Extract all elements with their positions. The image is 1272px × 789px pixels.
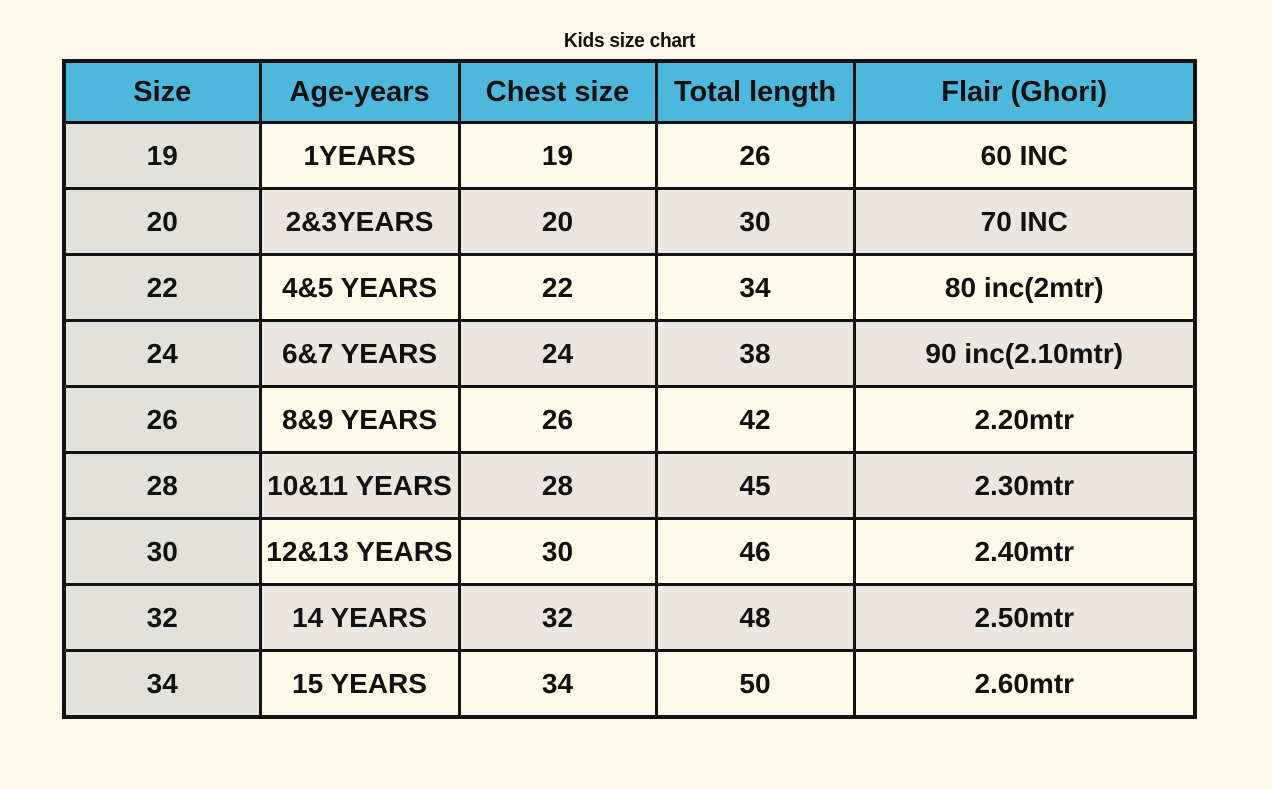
table-cell: 80 inc(2mtr)	[852, 253, 1197, 322]
header-chest-size: Chest size	[457, 59, 658, 124]
table-cell: 60 INC	[852, 121, 1197, 190]
table-row: 22 4&5 YEARS 22 34 80 inc(2mtr)	[62, 253, 1197, 322]
table-cell: 19	[457, 121, 658, 190]
header-age-years: Age-years	[258, 59, 461, 124]
table-body: 19 1YEARS 19 26 60 INC 20 2&3YEARS 20 30 70 INC 22…	[62, 121, 1197, 719]
table-cell: 2.50mtr	[852, 583, 1197, 652]
header-size: Size	[62, 59, 262, 124]
table-cell: 8&9 YEARS	[258, 385, 461, 454]
kids-size-chart-table: Size Age-years Chest size Total length F…	[62, 59, 1197, 719]
table-cell: 2.30mtr	[852, 451, 1197, 520]
table-cell: 26	[654, 121, 856, 190]
table-cell: 32	[457, 583, 658, 652]
table-cell: 26	[62, 385, 262, 454]
table-cell: 28	[62, 451, 262, 520]
table-cell: 2&3YEARS	[258, 187, 461, 256]
table-cell: 42	[654, 385, 856, 454]
table-cell: 38	[654, 319, 856, 388]
header-flair-ghori: Flair (Ghori)	[852, 59, 1197, 124]
table-cell: 24	[457, 319, 658, 388]
table-cell: 2.40mtr	[852, 517, 1197, 586]
table-row: 20 2&3YEARS 20 30 70 INC	[62, 187, 1197, 256]
page-title: Kids size chart	[563, 30, 696, 52]
table-cell: 2.60mtr	[852, 649, 1197, 719]
table-cell: 1YEARS	[258, 121, 461, 190]
table-cell: 90 inc(2.10mtr)	[852, 319, 1197, 388]
table-cell: 22	[457, 253, 658, 322]
table-cell: 30	[654, 187, 856, 256]
table-cell: 15 YEARS	[258, 649, 461, 719]
table-cell: 12&13 YEARS	[258, 517, 461, 586]
table-row: 30 12&13 YEARS 30 46 2.40mtr	[62, 517, 1197, 586]
table-cell: 32	[62, 583, 262, 652]
table-row: 32 14 YEARS 32 48 2.50mtr	[62, 583, 1197, 652]
table-cell: 30	[457, 517, 658, 586]
table-cell: 48	[654, 583, 856, 652]
table-row: 24 6&7 YEARS 24 38 90 inc(2.10mtr)	[62, 319, 1197, 388]
table-cell: 34	[654, 253, 856, 322]
table-cell: 24	[62, 319, 262, 388]
table-cell: 20	[457, 187, 658, 256]
table-cell: 19	[62, 121, 262, 190]
table-cell: 28	[457, 451, 658, 520]
header-row: Size Age-years Chest size Total length F…	[62, 59, 1197, 124]
table-header: Size Age-years Chest size Total length F…	[62, 59, 1197, 124]
table-row: 34 15 YEARS 34 50 2.60mtr	[62, 649, 1197, 719]
table-cell: 50	[654, 649, 856, 719]
table-cell: 45	[654, 451, 856, 520]
table-row: 26 8&9 YEARS 26 42 2.20mtr	[62, 385, 1197, 454]
table-cell: 22	[62, 253, 262, 322]
table-cell: 14 YEARS	[258, 583, 461, 652]
table-cell: 4&5 YEARS	[258, 253, 461, 322]
table-cell: 70 INC	[852, 187, 1197, 256]
table-cell: 26	[457, 385, 658, 454]
header-total-length: Total length	[654, 59, 856, 124]
table-row: 19 1YEARS 19 26 60 INC	[62, 121, 1197, 190]
table-cell: 20	[62, 187, 262, 256]
table-cell: 30	[62, 517, 262, 586]
table-cell: 46	[654, 517, 856, 586]
table-cell: 2.20mtr	[852, 385, 1197, 454]
table-cell: 6&7 YEARS	[258, 319, 461, 388]
table-row: 28 10&11 YEARS 28 45 2.30mtr	[62, 451, 1197, 520]
table-cell: 34	[457, 649, 658, 719]
table-cell: 34	[62, 649, 262, 719]
table-cell: 10&11 YEARS	[258, 451, 461, 520]
